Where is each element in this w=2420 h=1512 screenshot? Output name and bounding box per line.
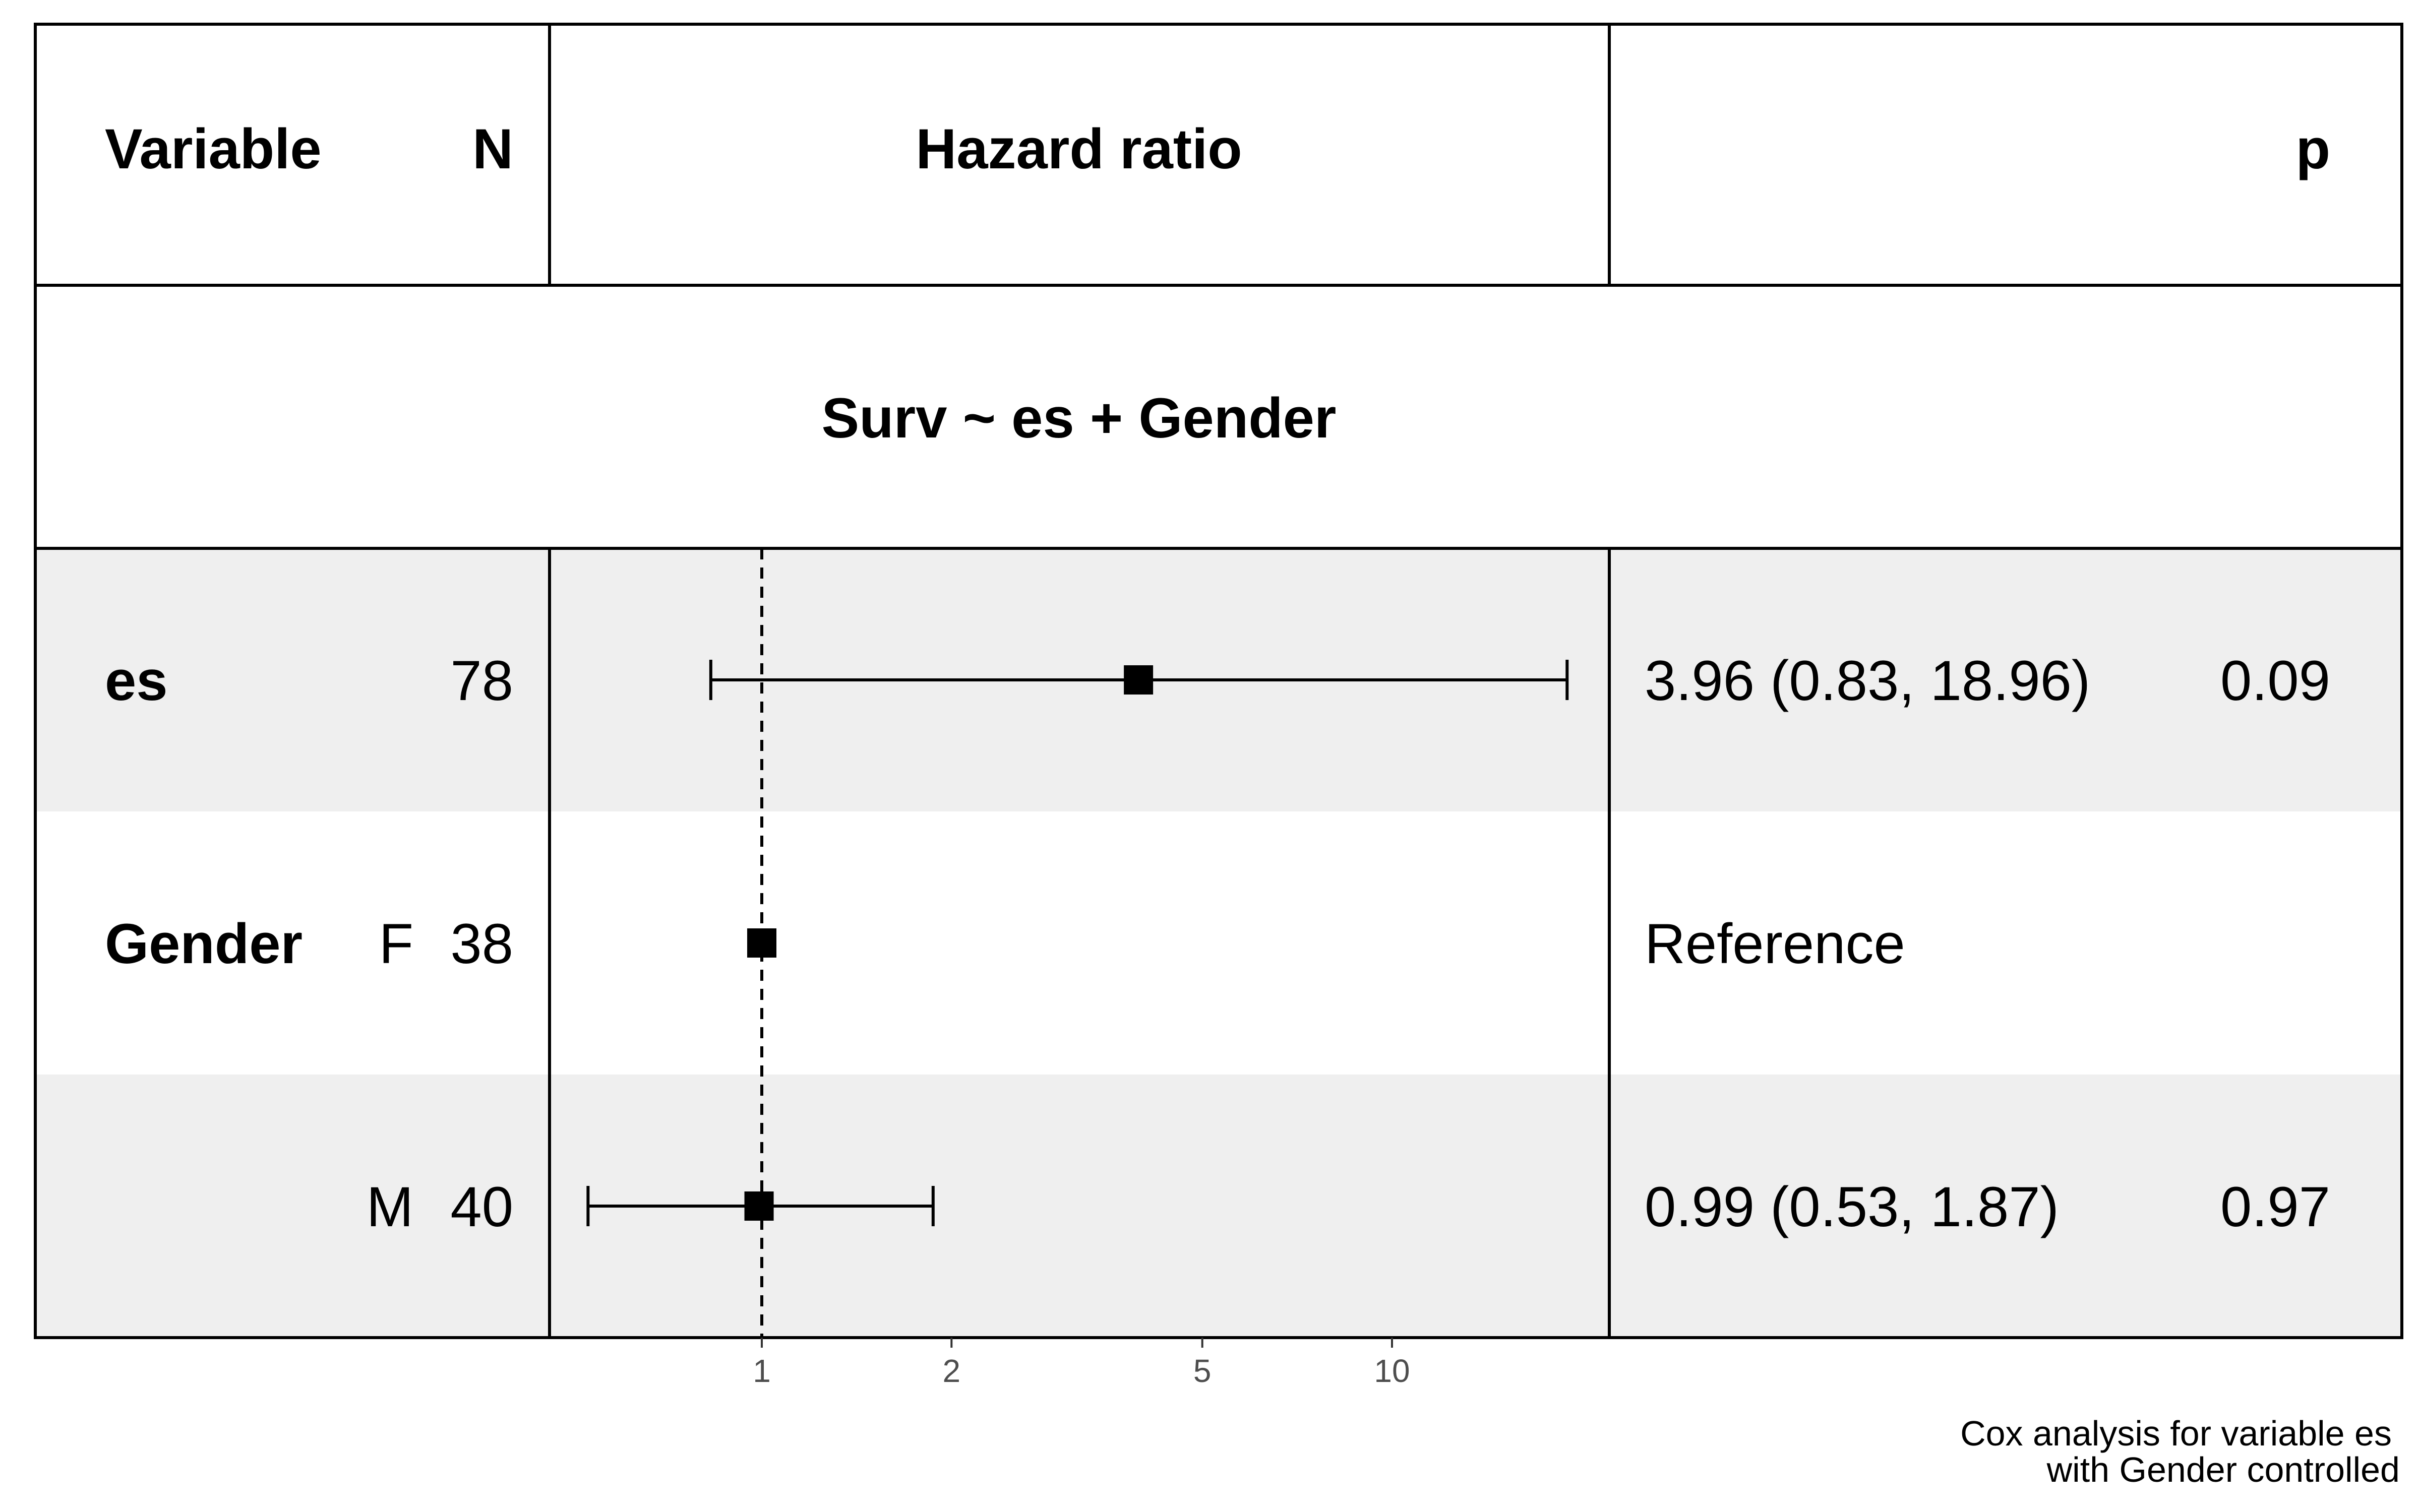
row-variable-2: Gender (105, 912, 302, 975)
caption-line-2: with Gender controlled (2046, 1450, 2400, 1489)
estimate-marker-2 (747, 928, 776, 958)
header-variable: Variable (105, 117, 322, 180)
header-hazard-ratio: Hazard ratio (916, 117, 1242, 180)
row-p-value-1: 0.09 (2220, 649, 2330, 712)
row-stripe-3 (35, 1075, 2402, 1338)
x-axis-tick-label-5: 5 (1193, 1353, 1212, 1389)
model-formula: Surv ~ es + Gender (822, 387, 1337, 450)
row-variable-1: es (105, 649, 168, 712)
estimate-marker-1 (1124, 665, 1154, 695)
row-level-2: F (379, 912, 413, 975)
header-p: p (2296, 117, 2330, 180)
row-estimate-1: 3.96 (0.83, 18.96) (1645, 649, 2090, 712)
row-p-value-3: 0.97 (2220, 1175, 2330, 1238)
chart-marks: 1 2 5 10 es 78 3.96 (0.83, 18.96) 0.09 Gender F 38… (105, 548, 2330, 1389)
caption-line-1: Cox analysis for variable es (1960, 1414, 2392, 1453)
table-frame (34, 23, 2403, 1339)
row-n-3: 40 (450, 1175, 513, 1238)
row-level-3: M (367, 1175, 413, 1238)
row-estimate-2: Reference (1645, 912, 1905, 975)
x-axis-tick-label-10: 10 (1374, 1353, 1410, 1389)
row-estimate-3: 0.99 (0.53, 1.87) (1645, 1175, 2059, 1238)
estimate-marker-3 (744, 1191, 774, 1221)
row-n-1: 78 (450, 649, 513, 712)
header-n: N (472, 117, 513, 180)
row-n-2: 38 (450, 912, 513, 975)
x-axis-tick-label-1: 1 (753, 1353, 771, 1389)
x-axis-tick-label-2: 2 (942, 1353, 960, 1389)
